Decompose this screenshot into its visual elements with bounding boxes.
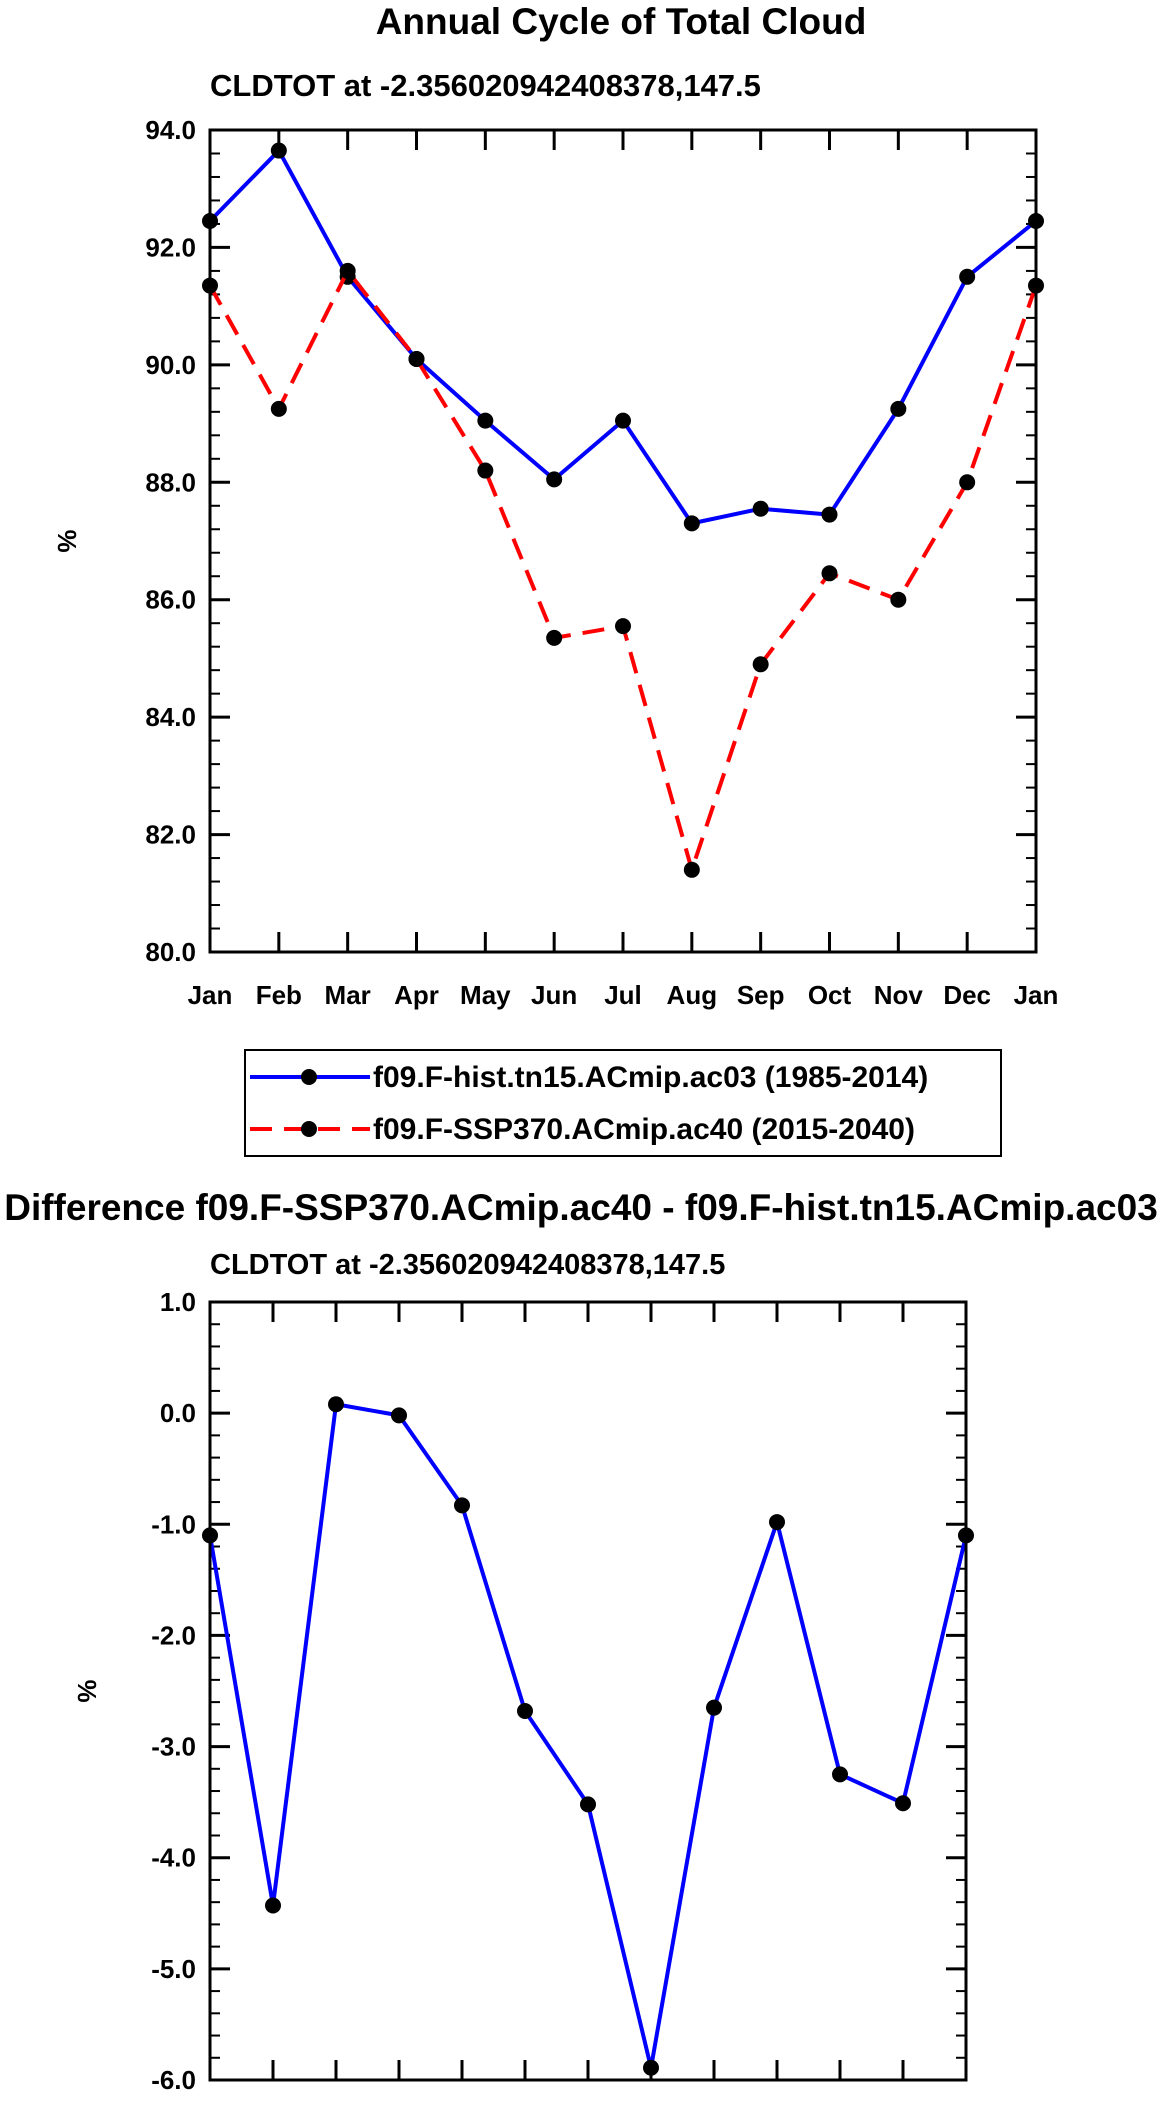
chart-2-plot-frame (208, 1300, 968, 2082)
legend-label-2: f09.F-SSP370.ACmip.ac40 (2015-2040) (373, 1113, 915, 1146)
chart-2-ytick-label: 1.0 (160, 1287, 196, 1317)
chart-1-xtick-label: Nov (874, 980, 924, 1010)
chart-1-xtick-label: Jul (604, 980, 642, 1010)
chart-2-series-1-point (517, 1703, 533, 1720)
chart-2-series-1-point (832, 1766, 848, 1783)
chart-1-xtick-label: Feb (256, 980, 302, 1010)
legend-box (244, 1049, 1002, 1157)
chart-1-series-1-point (959, 268, 976, 285)
chart-2-subtitle: CLDTOT at -2.356020942408378,147.5 (210, 1249, 725, 1281)
chart-1-ytick-label: 86.0 (145, 585, 196, 615)
chart-1-ytick-label: 92.0 (145, 232, 196, 262)
chart-2-ytick-label: -6.0 (151, 2065, 196, 2095)
chart-2-ytick-label: -1.0 (151, 1509, 196, 1539)
chart-2-series-1-point (454, 1497, 470, 1514)
chart-1-series-2-point (752, 656, 769, 673)
chart-2-ytick-label: -3.0 (151, 1732, 196, 1762)
chart-2-series-1-point (895, 1795, 911, 1812)
chart-1-series-1-point (821, 506, 838, 523)
chart-1-series-2-point (339, 262, 356, 279)
chart-1-title: Annual Cycle of Total Cloud (376, 1, 867, 42)
chart-2-ytick-label: -5.0 (151, 1954, 196, 1984)
chart-1-series-2-point (546, 629, 563, 646)
chart-2-title: Difference f09.F-SSP370.ACmip.ac40 - f09… (4, 1187, 1158, 1228)
chart-2-ytick-label: -4.0 (151, 1843, 196, 1873)
chart-2-ytick-label: -2.0 (151, 1620, 196, 1650)
chart-1-series-2-point (477, 462, 494, 479)
chart-1-series-1-point (546, 471, 563, 488)
chart-1-series-1-line (208, 148, 1038, 526)
chart-2-series-1-point (769, 1514, 785, 1531)
chart-2-series-1-point (265, 1897, 281, 1914)
chart-1-xtick-label: Apr (394, 980, 439, 1010)
chart-1-series-2-point (821, 565, 838, 582)
chart-1-ytick-label: 90.0 (145, 350, 196, 380)
chart-1-xtick-label: Oct (808, 980, 852, 1010)
chart-1-series-1-point (752, 500, 769, 517)
chart-1-ytick-label: 82.0 (145, 820, 196, 850)
chart-1-ytick-label: 94.0 (145, 115, 196, 145)
chart-1-series-2-point (890, 591, 907, 608)
chart-1-xtick-label: Jan (1014, 980, 1059, 1010)
chart-2-series-1-point (328, 1396, 344, 1413)
chart-1-series-1-point (683, 515, 700, 532)
chart-1-xtick-label: Dec (943, 980, 991, 1010)
chart-1-series-1-point (615, 412, 631, 429)
legend-label-1: f09.F-hist.tn15.ACmip.ac03 (1985-2014) (373, 1061, 928, 1094)
chart-1-subtitle: CLDTOT at -2.356020942408378,147.5 (210, 68, 761, 103)
chart-1-series-2-point (959, 474, 976, 491)
chart-1-ytick-label: 84.0 (145, 702, 196, 732)
chart-2-series-1-point (580, 1796, 596, 1813)
chart-1-xtick-label: May (460, 980, 511, 1010)
chart-1-series-1-point (890, 400, 907, 417)
chart-2-series-1-line (208, 1402, 968, 2070)
chart-2-series-1-point (643, 2059, 659, 2076)
chart-1-ytick-label: 80.0 (145, 937, 196, 967)
chart-1-xtick-label: Aug (667, 980, 718, 1010)
chart-1-series-1-point (270, 142, 287, 159)
chart-1-ytick-label: 88.0 (145, 467, 196, 497)
chart-1-series-2-point (615, 618, 631, 635)
chart-1-xtick-label: Mar (325, 980, 371, 1010)
chart-1-series-2-point (683, 861, 700, 878)
chart-2-ytick-label: 0.0 (160, 1398, 196, 1428)
chart-2-series-1-point (706, 1699, 722, 1716)
legend-marker-2 (301, 1121, 317, 1137)
chart-1-plot-frame (208, 128, 1038, 954)
legend-marker-1 (301, 1069, 317, 1085)
chart-1-ylabel: % (52, 529, 82, 552)
chart-1-series-2-point (408, 350, 425, 367)
chart-1-xtick-label: Sep (737, 980, 785, 1010)
chart-1-series-1-point (477, 412, 494, 429)
chart-1-series-2-line (208, 268, 1038, 872)
chart-2-ylabel: % (72, 1679, 102, 1702)
chart-1-xtick-label: Jan (188, 980, 233, 1010)
chart-2-series-1-point (391, 1407, 407, 1424)
chart-1-series-2-point (270, 400, 287, 417)
chart-1-xtick-label: Jun (531, 980, 577, 1010)
